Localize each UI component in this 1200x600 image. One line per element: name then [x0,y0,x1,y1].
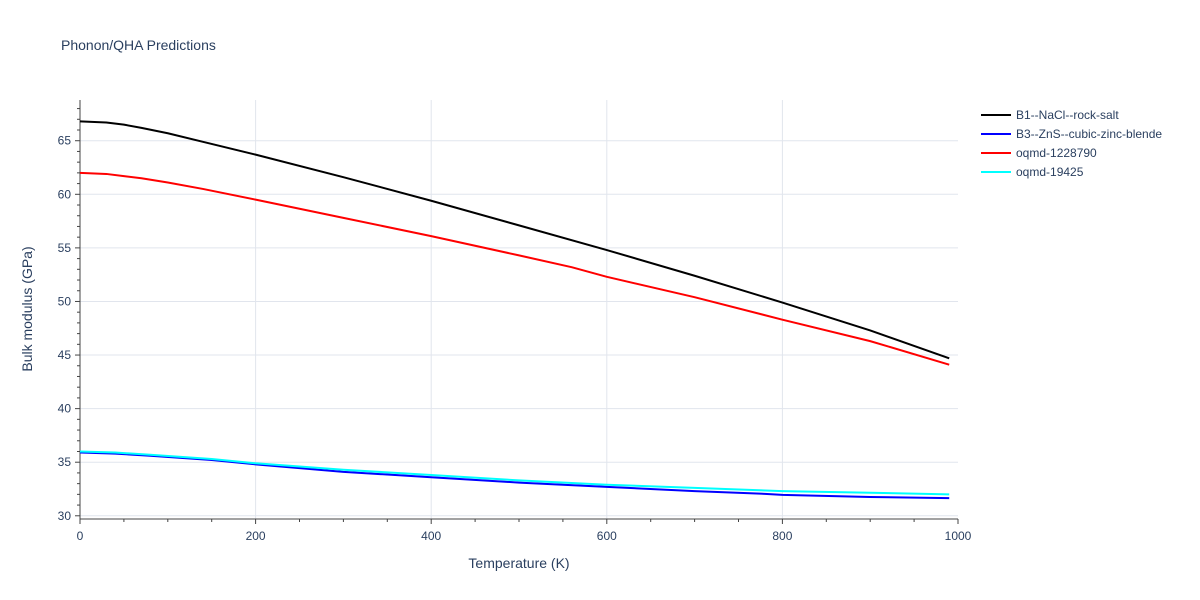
grid [80,100,958,519]
y-tick-label: 40 [58,402,72,416]
y-tick-label: 60 [58,187,72,201]
y-tick-label: 55 [58,241,72,255]
legend-item-2[interactable]: oqmd-1228790 [981,146,1097,160]
x-tick-label: 0 [77,529,84,543]
legend-label: B3--ZnS--cubic-zinc-blende [1016,127,1162,141]
legend-item-1[interactable]: B3--ZnS--cubic-zinc-blende [981,127,1162,141]
x-tick-label: 400 [421,529,441,543]
series-line-2 [79,171,950,366]
legend-item-3[interactable]: oqmd-19425 [981,165,1084,179]
legend-label: oqmd-19425 [1016,165,1084,179]
series-line-1 [79,451,950,500]
y-axis-title: Bulk modulus (GPa) [19,246,35,371]
chart-title: Phonon/QHA Predictions [61,37,216,53]
plot-lines [79,120,950,500]
y-tick-label: 50 [58,294,72,308]
y-tick-label: 30 [58,509,72,523]
legend-item-0[interactable]: B1--NaCl--rock-salt [981,108,1119,122]
x-tick-label: 800 [772,529,792,543]
x-axis-title: Temperature (K) [468,555,569,571]
legend[interactable]: B1--NaCl--rock-salt B3--ZnS--cubic-zinc-b… [981,108,1162,179]
y-tick-label: 65 [58,134,72,148]
axes: 30 35 40 45 50 55 60 65 0 200 400 600 800 1000 [58,100,972,543]
legend-label: oqmd-1228790 [1016,146,1097,160]
y-tick-label: 45 [58,348,72,362]
x-tick-label: 1000 [945,529,972,543]
series-line-0 [79,120,950,360]
x-tick-label: 200 [246,529,266,543]
series-line-3 [79,450,950,496]
x-tick-label: 600 [597,529,617,543]
y-tick-label: 35 [58,455,72,469]
legend-label: B1--NaCl--rock-salt [1016,108,1119,122]
